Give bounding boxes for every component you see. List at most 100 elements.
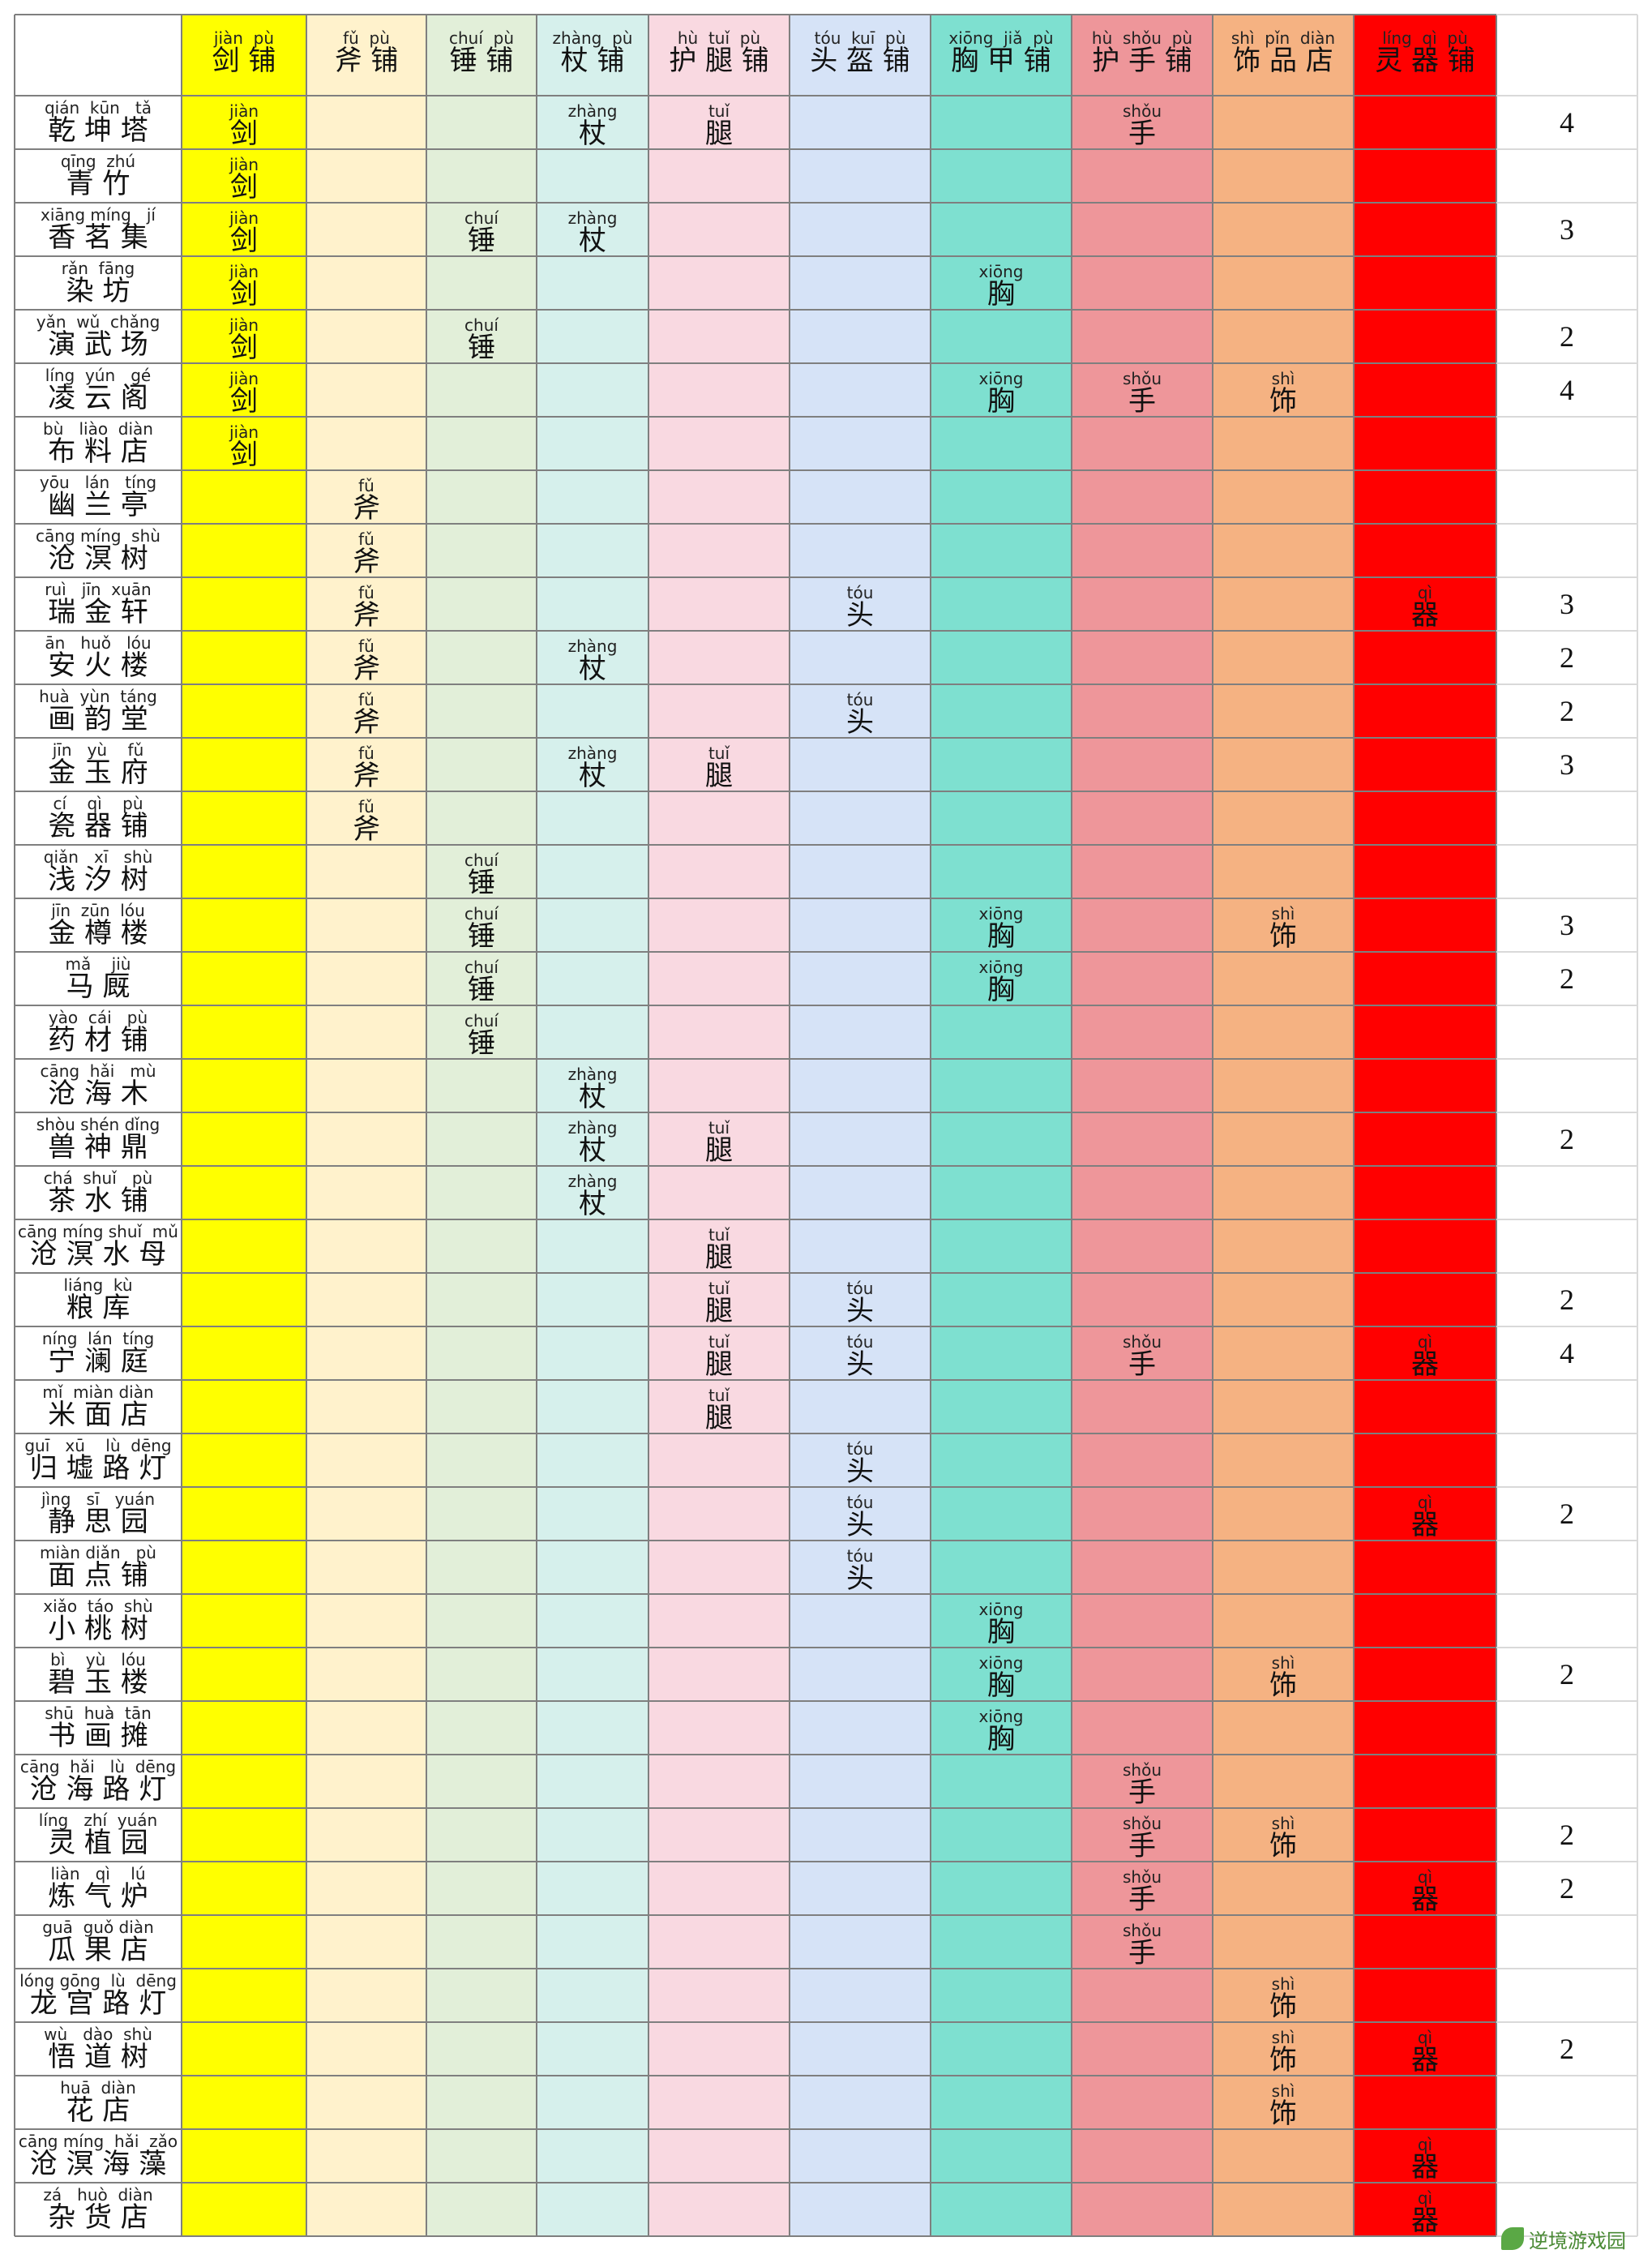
pinyin-text: zhàng (567, 101, 618, 121)
row-name-cell: bì yù lóu 碧 玉 楼 (15, 1648, 182, 1701)
hanzi-text: 腿 (705, 1295, 733, 1326)
hanzi-text: 胸 (987, 1723, 1015, 1755)
grid-line (1496, 1165, 1637, 1167)
hanzi-text: 头 (846, 599, 874, 631)
grid-line (15, 362, 1496, 364)
mark-tou: tóu 头 (790, 1433, 931, 1487)
hanzi-text: 花 店 (66, 2094, 131, 2127)
mark-qi: qì 器 (1354, 2129, 1496, 2183)
count-value (1496, 1380, 1637, 1433)
count-value: 2 (1560, 1819, 1574, 1851)
pinyin-text: tóu (846, 1332, 874, 1352)
pinyin-text: tuǐ (708, 1386, 730, 1405)
row-name-cell: mǎ jiù 马 厩 (15, 952, 182, 1005)
grid-line (1496, 1807, 1637, 1809)
pinyin-text: mǎ jiù (65, 954, 131, 974)
hanzi-text: 香 茗 集 (48, 221, 148, 254)
pinyin-text: yào cái pù (48, 1008, 148, 1027)
pinyin-text: qì (1417, 583, 1433, 602)
pinyin-text: fǔ (358, 744, 374, 763)
pinyin-text: qì (1417, 2028, 1433, 2047)
hanzi-text: 灵 植 园 (48, 1827, 148, 1859)
mark-shou: shǒu 手 (1072, 1755, 1213, 1808)
pinyin-text: cāng hǎi mù (40, 1061, 156, 1081)
hanzi-text: 胸 (987, 385, 1015, 417)
mark-fu: fǔ 斧 (306, 577, 426, 631)
row-name-cell: jīn zūn lóu 金 樽 楼 (15, 898, 182, 952)
hanzi-text: 灵 器 铺 (1375, 45, 1475, 77)
pinyin-text: mǐ miàn diàn (42, 1382, 154, 1402)
hanzi-text: 饰 (1269, 1991, 1297, 2022)
grid-line (15, 1219, 1496, 1220)
count-cell: 3 (1496, 898, 1637, 952)
pinyin-text: jiàn (229, 369, 259, 388)
pinyin-text: zhàng (567, 208, 618, 228)
count-value: 2 (1560, 1498, 1574, 1530)
row-name-cell: guā guǒ diàn 瓜 果 店 (15, 1915, 182, 1969)
mark-jian: jiàn 剑 (182, 363, 306, 417)
mark-tui: tuǐ 腿 (648, 1112, 790, 1166)
pinyin-text: shì (1271, 2028, 1295, 2047)
hanzi-text: 剑 (230, 171, 258, 203)
grid-line (1496, 2235, 1637, 2237)
pinyin-text: tóu (846, 1439, 874, 1459)
count-value: 4 (1560, 106, 1574, 139)
count-value (1496, 1059, 1637, 1112)
hanzi-text: 头 (846, 1295, 874, 1326)
grid-line (15, 737, 1496, 739)
count-value: 2 (1560, 962, 1574, 995)
pinyin-text: guā guǒ diàn (42, 1918, 154, 1937)
grid-line (1496, 1272, 1637, 1274)
mark-qi: qì 器 (1354, 577, 1496, 631)
hanzi-text: 腿 (705, 118, 733, 149)
pinyin-text: qiǎn xī shù (43, 847, 153, 867)
grid-line (1496, 1861, 1637, 1862)
mark-xiong: xiōng 胸 (931, 1648, 1072, 1701)
hanzi-text: 静 思 园 (48, 1506, 148, 1538)
row-name-cell: huā diàn 花 店 (15, 2076, 182, 2129)
hanzi-text: 斧 铺 (334, 45, 399, 77)
count-value (1496, 256, 1637, 310)
column-fill-shi (1213, 15, 1354, 2236)
grid-line (15, 1754, 1496, 1755)
mark-fu: fǔ 斧 (306, 738, 426, 791)
pinyin-text: cāng hǎi lù dēng (19, 1757, 177, 1776)
mark-jian: jiàn 剑 (182, 149, 306, 203)
count-cell: 2 (1496, 1862, 1637, 1915)
pinyin-text: líng qì pù (1382, 28, 1468, 48)
row-name-cell: liáng kù 粮 库 (15, 1273, 182, 1326)
hanzi-text: 器 (1411, 1509, 1439, 1541)
count-value: 2 (1560, 2033, 1574, 2065)
grid-line (1496, 15, 1497, 2236)
count-value (1496, 417, 1637, 470)
hanzi-text: 头 (846, 1509, 874, 1541)
grid-line (15, 2128, 1496, 2130)
hanzi-text: 手 (1128, 385, 1156, 417)
mark-shou: shǒu 手 (1072, 363, 1213, 417)
count-cell: 2 (1496, 1648, 1637, 1701)
mark-zhang: zhàng 杖 (537, 631, 648, 684)
count-value (1496, 1166, 1637, 1219)
grid-line (1496, 202, 1637, 204)
pinyin-text: yōu lán tíng (39, 473, 157, 492)
hanzi-text: 胸 (987, 974, 1015, 1005)
hanzi-text: 杖 (579, 760, 606, 791)
hanzi-text: 手 (1128, 1830, 1156, 1862)
count-value: 3 (1560, 588, 1574, 620)
grid-line (15, 309, 1496, 311)
hanzi-text: 面 点 铺 (48, 1559, 148, 1592)
grid-line (15, 1861, 1496, 1862)
grid-line (1496, 898, 1637, 899)
hanzi-text: 幽 兰 亭 (48, 489, 148, 521)
mark-xiong: xiōng 胸 (931, 898, 1072, 952)
hanzi-text: 腿 (705, 1241, 733, 1273)
hanzi-text: 杖 (579, 1081, 606, 1112)
row-name-cell: bù liào diàn 布 料 店 (15, 417, 182, 470)
mark-chui: chuí 锤 (426, 898, 537, 952)
mark-zhang: zhàng 杖 (537, 96, 648, 149)
count-cell (1496, 1915, 1637, 1969)
mark-tou: tóu 头 (790, 1541, 931, 1594)
pinyin-text: tuǐ (708, 101, 730, 121)
count-cell: 2 (1496, 310, 1637, 363)
hanzi-text: 兽 神 鼎 (48, 1131, 148, 1163)
